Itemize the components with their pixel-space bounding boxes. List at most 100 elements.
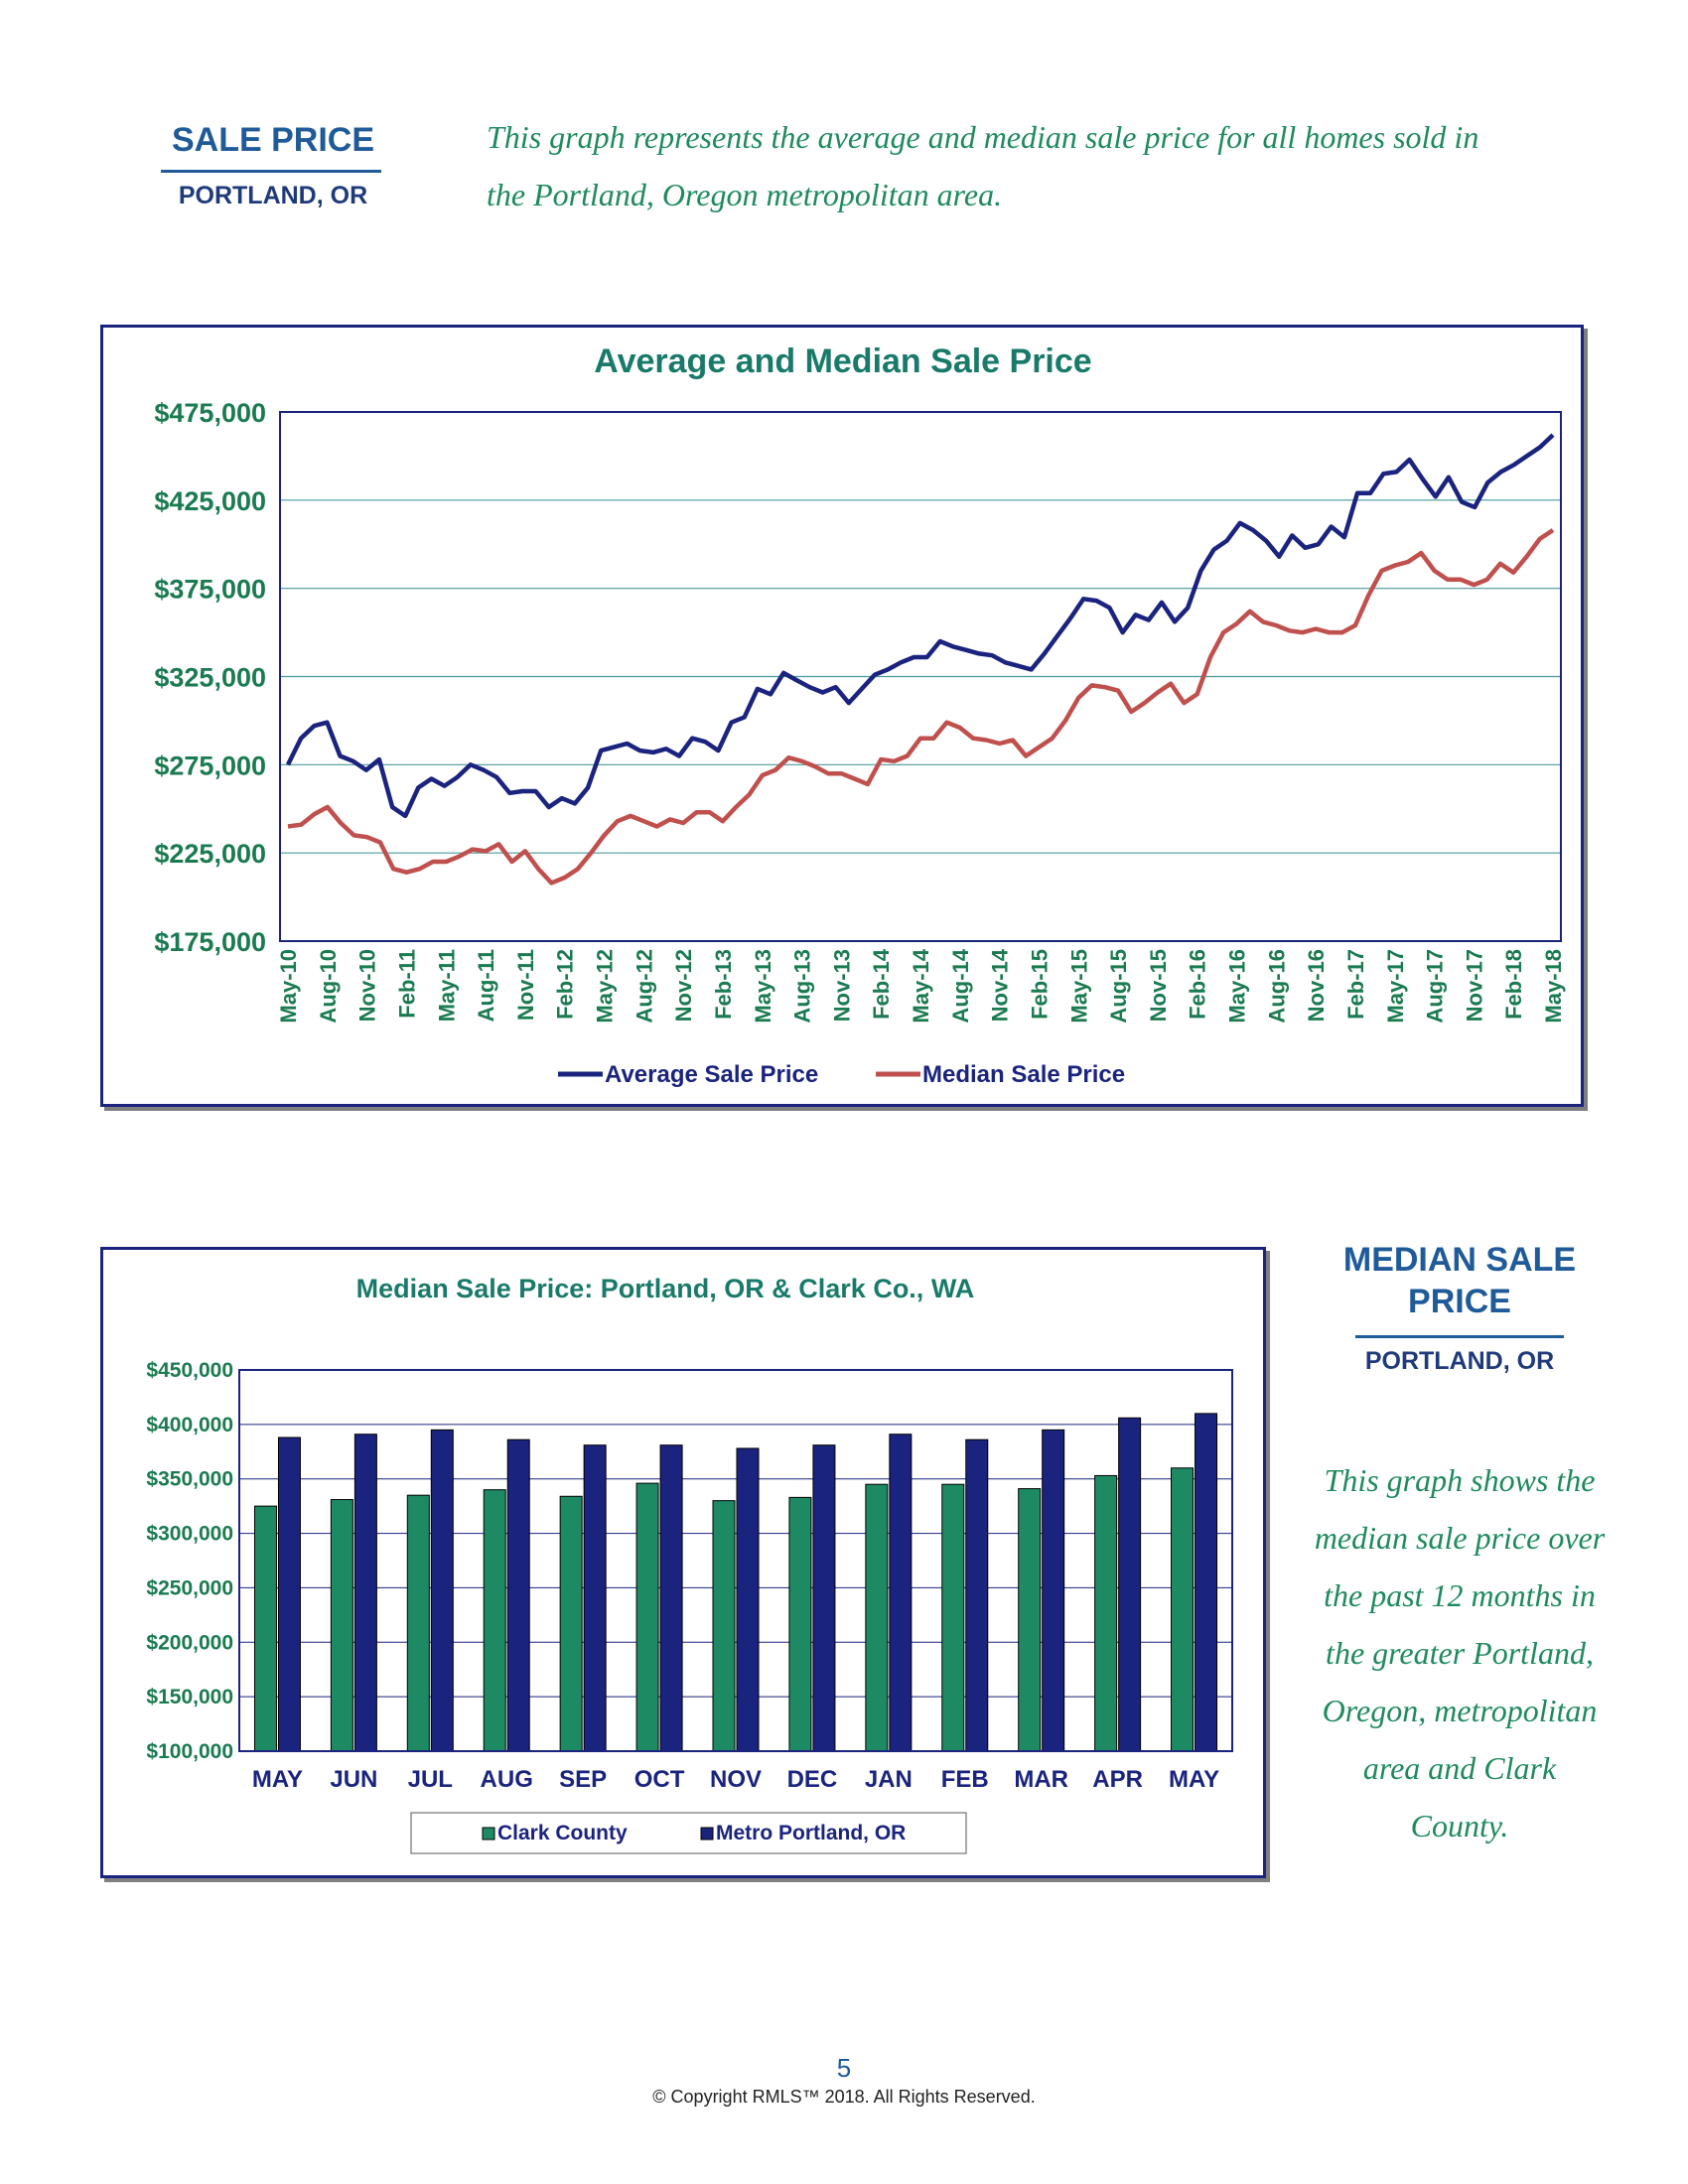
bar-metro-portland xyxy=(889,1433,913,1752)
line-chart-plot-border xyxy=(279,411,1562,942)
section2-description-line: area and Clark xyxy=(1362,1750,1557,1786)
line-chart-title: Average and Median Sale Price xyxy=(594,342,1091,380)
bar-metro-portland xyxy=(353,1433,377,1752)
section1-description-line1: This graph represents the average and me… xyxy=(487,119,1479,155)
section2-description-line: County. xyxy=(1410,1808,1509,1843)
x-tick-label: FEB xyxy=(941,1766,989,1793)
x-tick-label: Aug-10 xyxy=(316,949,341,1024)
x-tick-label: NOV xyxy=(710,1766,762,1793)
x-tick-label: JAN xyxy=(865,1766,913,1793)
x-tick-label: Feb-11 xyxy=(394,949,419,1019)
x-tick-label: May-15 xyxy=(1066,949,1091,1024)
line-chart: Average and Median Sale Price $475,000 $4… xyxy=(154,342,1566,1088)
x-tick-label: Nov-14 xyxy=(988,948,1013,1022)
y-tick-label: $350,000 xyxy=(146,1468,233,1491)
y-tick-label: $200,000 xyxy=(146,1631,233,1654)
section1-subtitle: PORTLAND, OR xyxy=(178,182,368,209)
section2-description-line: the past 12 months in xyxy=(1324,1577,1596,1613)
section2-description-line: This graph shows the xyxy=(1324,1462,1596,1498)
x-tick-label: JUN xyxy=(330,1766,377,1793)
y-tick-label: $375,000 xyxy=(154,575,266,605)
y-tick-label: $100,000 xyxy=(146,1740,233,1763)
section2-description-line: the greater Portland, xyxy=(1326,1635,1594,1671)
section1-title: SALE PRICE xyxy=(171,121,375,159)
section1-rule xyxy=(161,170,381,173)
x-tick-label: May-11 xyxy=(434,949,459,1022)
y-tick-label: $450,000 xyxy=(146,1359,233,1382)
section2-title-line2: PRICE xyxy=(1408,1283,1511,1320)
x-tick-label: May-13 xyxy=(751,949,775,1024)
x-tick-label: OCT xyxy=(634,1766,685,1793)
bar-clark-county xyxy=(1094,1474,1118,1752)
x-tick-label: Aug-13 xyxy=(790,949,815,1024)
x-tick-label: May-16 xyxy=(1225,949,1250,1024)
bar-chart-legend: Clark County Metro Portland, OR xyxy=(410,1812,967,1854)
y-tick-label: $275,000 xyxy=(154,751,266,780)
line-chart-panel: Average and Median Sale Price $475,000 $4… xyxy=(100,325,1584,1107)
x-tick-label: Feb-14 xyxy=(869,948,894,1020)
bar-clark-county xyxy=(406,1494,430,1752)
bar-clark-county xyxy=(941,1483,965,1752)
bar-metro-portland xyxy=(1118,1417,1142,1752)
bar-metro-portland xyxy=(1195,1413,1218,1752)
x-tick-label: Aug-17 xyxy=(1423,949,1448,1024)
bar-clark-county xyxy=(559,1495,583,1752)
bar-metro-portland xyxy=(965,1438,989,1752)
bar-chart-plot-border xyxy=(238,1369,1233,1752)
bar-clark-county xyxy=(712,1500,736,1752)
x-tick-label: MAR xyxy=(1014,1766,1068,1793)
x-tick-label: MAY xyxy=(252,1766,303,1793)
page-number: 5 xyxy=(836,2053,852,2083)
y-tick-label: $225,000 xyxy=(154,839,266,869)
section2-description-line: Oregon, metropolitan xyxy=(1322,1693,1598,1728)
bar-metro-portland xyxy=(277,1436,301,1752)
x-tick-label: May-14 xyxy=(909,948,933,1023)
bar-metro-portland xyxy=(583,1444,607,1752)
bar-clark-county xyxy=(253,1505,277,1752)
bar-chart: Median Sale Price: Portland, OR & Clark … xyxy=(146,1274,1233,1854)
x-tick-label: Nov-17 xyxy=(1462,949,1486,1022)
x-tick-label: MAY xyxy=(1169,1766,1219,1793)
x-tick-label: Nov-13 xyxy=(829,949,854,1022)
y-tick-label: $300,000 xyxy=(146,1523,233,1546)
copyright: © Copyright RMLS™ 2018. All Rights Reser… xyxy=(652,2087,1036,2107)
x-tick-label: Nov-15 xyxy=(1146,949,1171,1022)
section2-rule xyxy=(1355,1335,1564,1338)
y-tick-label: $475,000 xyxy=(154,398,266,428)
x-tick-label: Feb-16 xyxy=(1186,949,1210,1020)
section1-description-line2: the Portland, Oregon metropolitan area. xyxy=(487,177,1003,212)
bar-metro-portland xyxy=(812,1444,836,1752)
y-tick-label: $325,000 xyxy=(154,663,266,693)
section2-subtitle: PORTLAND, OR xyxy=(1364,1347,1555,1375)
bar-clark-county xyxy=(1018,1488,1042,1752)
bar-clark-county xyxy=(483,1489,506,1752)
x-tick-label: Nov-16 xyxy=(1304,949,1329,1022)
line-chart-legend: Average Sale Price Median Sale Price xyxy=(558,1061,1125,1088)
x-tick-label: DEC xyxy=(787,1766,838,1793)
bar-metro-portland xyxy=(736,1447,760,1752)
y-tick-label: $150,000 xyxy=(146,1686,233,1708)
x-tick-label: JUL xyxy=(408,1766,453,1793)
x-tick-label: May-18 xyxy=(1541,949,1566,1024)
x-tick-label: Feb-18 xyxy=(1501,949,1526,1020)
x-tick-label: Feb-12 xyxy=(553,949,578,1020)
bar-clark-county xyxy=(330,1499,353,1752)
x-tick-label: Feb-15 xyxy=(1027,949,1052,1020)
bar-legend-box xyxy=(410,1812,967,1854)
x-tick-label: Nov-10 xyxy=(355,949,380,1022)
x-tick-label: Aug-12 xyxy=(632,949,656,1024)
bar-clark-county xyxy=(788,1496,812,1752)
x-tick-label: Aug-14 xyxy=(948,948,973,1023)
bar-chart-title: Median Sale Price: Portland, OR & Clark … xyxy=(356,1274,975,1303)
x-tick-label: Aug-16 xyxy=(1264,949,1289,1024)
x-tick-label: AUG xyxy=(481,1766,533,1793)
x-tick-label: Nov-12 xyxy=(671,949,696,1022)
y-tick-label: $400,000 xyxy=(146,1414,233,1436)
x-tick-label: APR xyxy=(1092,1766,1143,1793)
x-tick-label: May-12 xyxy=(593,949,618,1024)
legend-average-label: Average Sale Price xyxy=(605,1061,818,1088)
x-tick-label: Aug-11 xyxy=(474,949,498,1022)
x-tick-label: SEP xyxy=(559,1766,607,1793)
bar-chart-panel: Median Sale Price: Portland, OR & Clark … xyxy=(100,1247,1266,1878)
y-tick-label: $250,000 xyxy=(146,1576,233,1599)
